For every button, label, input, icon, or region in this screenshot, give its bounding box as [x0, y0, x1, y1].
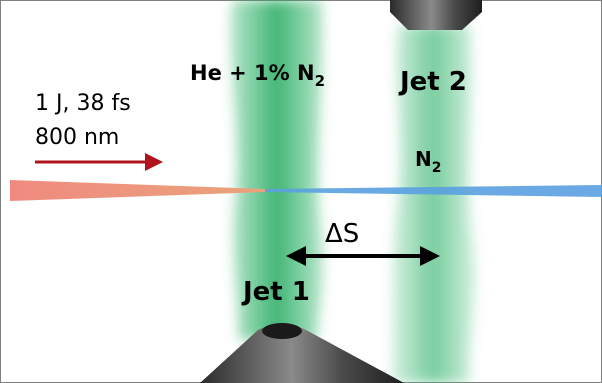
jet-2-label: Jet 2: [398, 67, 467, 97]
label-subscript: 2: [315, 72, 325, 90]
laser-wavelength-label: 800 nm: [35, 125, 119, 150]
diagram: He + 1% N2 Jet 2 1 J, 38 fs 800 nm N2 ΔS…: [0, 0, 602, 383]
label-subscript: 2: [432, 160, 442, 176]
laser-energy-label: 1 J, 38 fs: [35, 91, 131, 116]
label-text: He + 1% N: [190, 61, 315, 85]
label-text: N: [415, 147, 432, 171]
separation-label: ΔS: [325, 219, 359, 249]
nozzle-opening: [262, 323, 302, 339]
jet-1-label: Jet 1: [241, 277, 310, 307]
